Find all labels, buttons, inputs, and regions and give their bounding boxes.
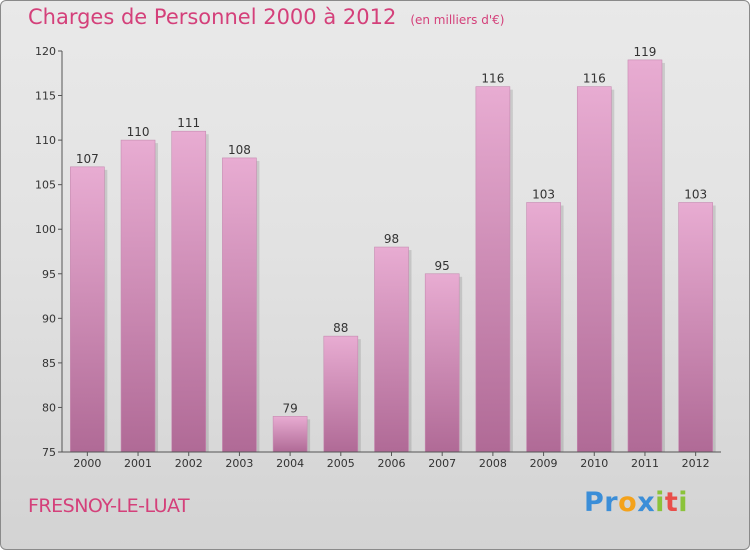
bar-2002 xyxy=(171,130,207,453)
logo-letter: i xyxy=(655,487,665,518)
y-tick-label: 115 xyxy=(35,90,56,103)
bar-2009 xyxy=(526,202,561,453)
proxiti-logo: Proxiti xyxy=(584,487,688,518)
x-tick-label: 2001 xyxy=(124,457,152,470)
x-tick-label: 2012 xyxy=(682,457,710,470)
x-tick-label: 2004 xyxy=(276,457,304,470)
bar-value-label: 95 xyxy=(435,259,450,273)
bar-value-label: 107 xyxy=(76,152,99,166)
y-tick-label: 105 xyxy=(35,179,56,192)
x-tick-label: 2011 xyxy=(631,457,659,470)
bar-2006 xyxy=(374,246,409,453)
bar-2001 xyxy=(120,139,156,453)
bar-2011 xyxy=(627,59,663,453)
y-tick-label: 80 xyxy=(42,401,56,414)
bar-2010 xyxy=(576,86,612,453)
logo-letter: P xyxy=(584,487,605,518)
bar-2008 xyxy=(475,86,511,453)
bar-value-label: 103 xyxy=(532,187,555,201)
place-name: FRESNOY-LE-LUAT xyxy=(28,495,190,517)
bar-value-label: 79 xyxy=(282,401,297,415)
bar-2012 xyxy=(678,202,713,453)
bar-value-label: 88 xyxy=(333,321,348,335)
axes-layer: 2000 2001 2002 2003 2004 2005 2006 2007 2008 2009… xyxy=(35,45,721,470)
x-tick-label: 2006 xyxy=(378,457,406,470)
bar-value-label: 110 xyxy=(127,125,150,139)
x-tick-label: 2008 xyxy=(479,457,507,470)
y-tick-label: 75 xyxy=(42,446,56,459)
y-tick-label: 120 xyxy=(35,45,56,58)
bar-value-label: 116 xyxy=(583,72,606,86)
x-tick-label: 2003 xyxy=(225,457,253,470)
y-tick-label: 100 xyxy=(35,223,56,236)
bar-value-label: 111 xyxy=(177,116,200,130)
bar-value-label: 103 xyxy=(684,187,707,201)
logo-letter: r xyxy=(604,487,619,518)
logo-letter: i xyxy=(678,487,689,518)
logo-letter: o xyxy=(618,487,638,518)
x-tick-label: 2010 xyxy=(580,457,608,470)
bar-2003 xyxy=(222,157,257,453)
bar-value-label: 116 xyxy=(481,72,504,86)
y-tick-label: 90 xyxy=(42,312,56,325)
y-tick-label: 85 xyxy=(42,357,56,370)
bars-layer: 107 110 111 108 79 88 98 95 116 103 116 119 103 xyxy=(70,45,716,453)
chart-subtitle: (en milliers d'€) xyxy=(410,13,505,27)
logo-letter: x xyxy=(637,487,656,518)
bar-value-label: 119 xyxy=(634,45,657,59)
chart-title: Charges de Personnel 2000 à 2012 xyxy=(28,5,397,29)
bar-value-label: 98 xyxy=(384,232,399,246)
bar-2000 xyxy=(70,166,105,453)
bar-2005 xyxy=(323,335,359,453)
logo-letter: t xyxy=(664,487,679,518)
bar-2004 xyxy=(272,416,308,453)
x-tick-label: 2009 xyxy=(530,457,558,470)
y-tick-label: 110 xyxy=(35,134,56,147)
bar-value-label: 108 xyxy=(228,143,251,157)
y-tick-label: 95 xyxy=(42,268,56,281)
x-tick-label: 2005 xyxy=(327,457,355,470)
x-tick-label: 2000 xyxy=(73,457,101,470)
x-tick-label: 2002 xyxy=(175,457,203,470)
bar-2007 xyxy=(424,273,460,453)
chart-title-block: Charges de Personnel 2000 à 2012 (en mill… xyxy=(28,5,504,29)
x-tick-label: 2007 xyxy=(428,457,456,470)
